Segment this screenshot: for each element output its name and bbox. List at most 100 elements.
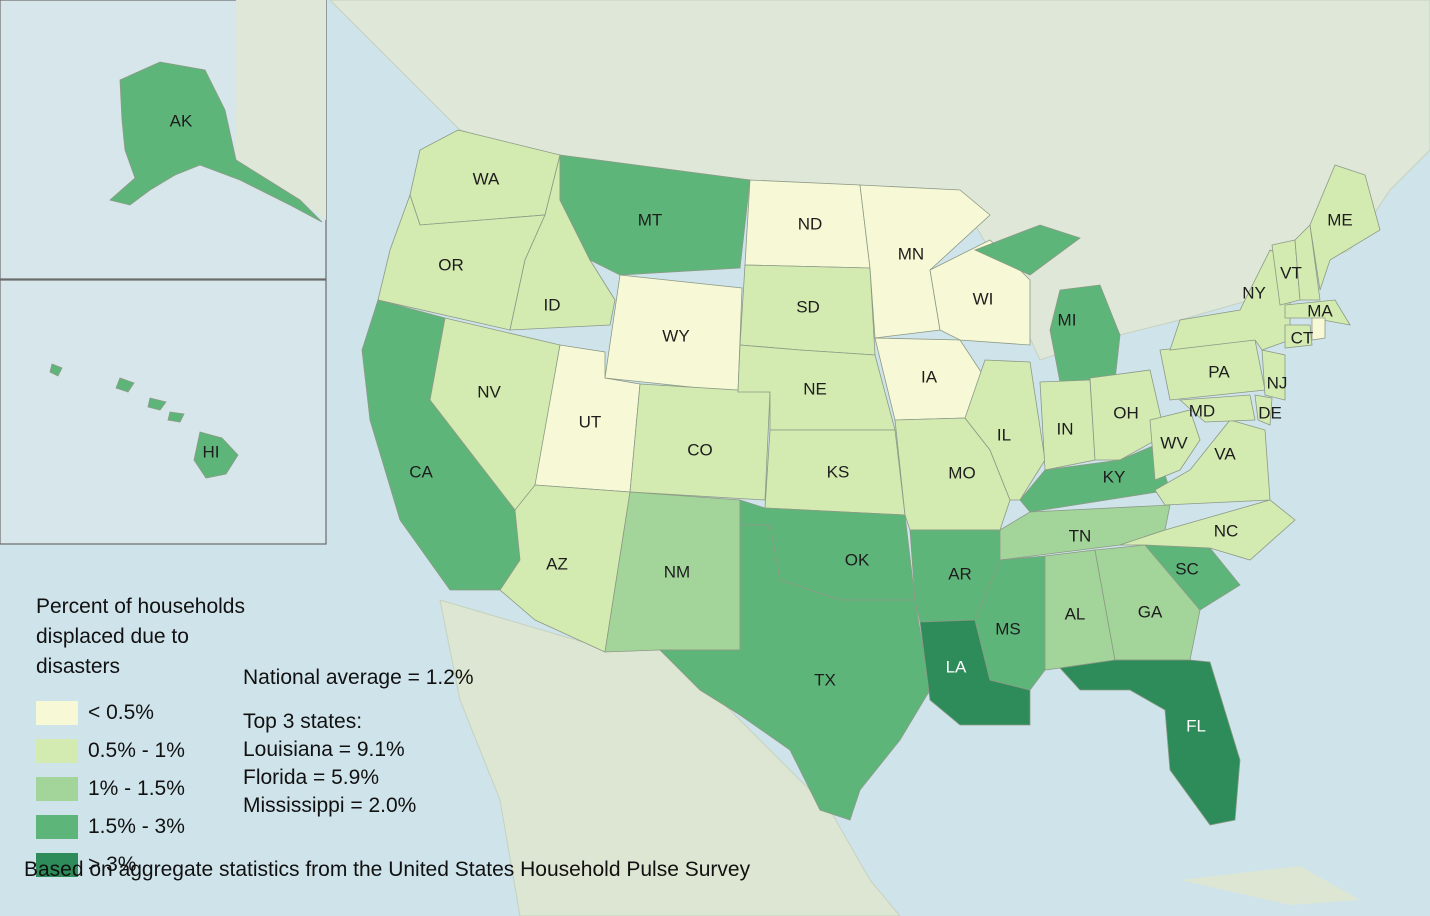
state-label-de: DE bbox=[1258, 403, 1282, 422]
state-md bbox=[1179, 394, 1256, 423]
state-label-me: ME bbox=[1327, 210, 1353, 229]
state-label-va: VA bbox=[1214, 444, 1236, 463]
legend-label: 1% - 1.5% bbox=[88, 777, 185, 800]
state-label-nj: NJ bbox=[1267, 373, 1288, 392]
state-label-in: IN bbox=[1057, 419, 1074, 438]
legend-label: < 0.5% bbox=[88, 701, 154, 724]
legend-title-line2: displaced due to disasters bbox=[36, 625, 189, 678]
footnote: Based on aggregate statistics from the U… bbox=[24, 858, 751, 881]
state-wv bbox=[1149, 409, 1201, 481]
legend-rows: < 0.5% 0.5% - 1% 1% - 1.5% 1.5% - 3% > 3% bbox=[36, 694, 266, 884]
state-label-ia: IA bbox=[921, 367, 938, 386]
state-label-wi: WI bbox=[973, 289, 994, 308]
cuba-land bbox=[1180, 866, 1360, 905]
state-label-ct: CT bbox=[1291, 328, 1314, 347]
state-nh bbox=[1294, 224, 1321, 301]
state-label-al: AL bbox=[1065, 604, 1086, 623]
hawaii-inset bbox=[0, 279, 327, 545]
legend-swatch bbox=[36, 853, 78, 877]
state-label-nc: NC bbox=[1214, 521, 1239, 540]
legend-swatch bbox=[36, 777, 78, 801]
state-label-hi: HI bbox=[203, 442, 220, 461]
state-label-vt: VT bbox=[1280, 263, 1302, 282]
top-state-2: Florida = 5.9% bbox=[243, 766, 379, 789]
state-label-ga: GA bbox=[1138, 602, 1163, 621]
state-de bbox=[1254, 394, 1273, 426]
state-label-tn: TN bbox=[1069, 526, 1092, 545]
legend-label: 1.5% - 3% bbox=[88, 815, 185, 838]
legend-title: Percent of households displaced due to d… bbox=[36, 592, 266, 682]
state-label-ny: NY bbox=[1242, 283, 1266, 302]
state-label-az: AZ bbox=[546, 554, 568, 573]
state-label-ut: UT bbox=[579, 412, 602, 431]
state-hi bbox=[49, 363, 239, 479]
state-label-nv: NV bbox=[477, 382, 501, 401]
state-co bbox=[629, 383, 771, 501]
state-label-mn: MN bbox=[898, 244, 924, 263]
state-label-ks: KS bbox=[827, 462, 850, 481]
state-wi bbox=[929, 239, 1031, 346]
state-oh bbox=[1089, 369, 1166, 461]
state-polygons bbox=[49, 61, 1381, 826]
state-label-la: LA bbox=[946, 657, 967, 676]
state-nc bbox=[1119, 499, 1296, 561]
state-tx bbox=[659, 524, 931, 821]
state-label-oh: OH bbox=[1113, 403, 1139, 422]
state-label-nm: NM bbox=[664, 562, 690, 581]
state-label-wy: WY bbox=[662, 326, 689, 345]
legend-title-line1: Percent of households bbox=[36, 595, 245, 618]
legend: Percent of households displaced due to d… bbox=[36, 592, 266, 884]
state-ak bbox=[109, 61, 323, 223]
state-label-mt: MT bbox=[638, 210, 663, 229]
state-label-nd: ND bbox=[798, 214, 823, 233]
state-label-il: IL bbox=[997, 425, 1011, 444]
state-ma bbox=[1284, 299, 1351, 326]
state-label-ne: NE bbox=[803, 379, 827, 398]
legend-item: 0.5% - 1% bbox=[36, 732, 266, 770]
state-label-ca: CA bbox=[409, 462, 433, 481]
state-label-id: ID bbox=[544, 295, 561, 314]
state-label-fl: FL bbox=[1186, 716, 1206, 735]
top-state-3: Mississippi = 2.0% bbox=[243, 794, 417, 817]
state-label-wv: WV bbox=[1160, 433, 1188, 452]
state-label-mi: MI bbox=[1058, 310, 1077, 329]
state-label-md: MD bbox=[1189, 401, 1215, 420]
state-me bbox=[1309, 164, 1381, 291]
state-label-wa: WA bbox=[473, 169, 500, 188]
state-label-co: CO bbox=[687, 440, 713, 459]
state-label-sd: SD bbox=[796, 297, 820, 316]
legend-item: 1% - 1.5% bbox=[36, 770, 266, 808]
state-label-ok: OK bbox=[845, 550, 870, 569]
state-fl bbox=[1059, 659, 1241, 826]
state-label-mo: MO bbox=[948, 463, 975, 482]
legend-label: > 3% bbox=[88, 853, 137, 876]
summary-stats: National average = 1.2% Top 3 states: Lo… bbox=[243, 664, 474, 820]
state-ct bbox=[1284, 324, 1313, 349]
state-label-ak: AK bbox=[170, 111, 193, 130]
legend-item: > 3% bbox=[36, 846, 266, 884]
legend-swatch bbox=[36, 701, 78, 725]
legend-swatch bbox=[36, 815, 78, 839]
national-average: National average = 1.2% bbox=[243, 666, 474, 689]
state-label-ms: MS bbox=[995, 619, 1021, 638]
legend-label: 0.5% - 1% bbox=[88, 739, 185, 762]
top-states-heading: Top 3 states: bbox=[243, 710, 363, 733]
state-label-ky: KY bbox=[1103, 467, 1126, 486]
state-label-ma: MA bbox=[1307, 301, 1333, 320]
state-label-ar: AR bbox=[948, 564, 972, 583]
state-nj bbox=[1261, 349, 1286, 401]
legend-item: 1.5% - 3% bbox=[36, 808, 266, 846]
state-ga bbox=[1094, 544, 1201, 661]
top-state-1: Louisiana = 9.1% bbox=[243, 738, 405, 761]
state-labels: AK HI WA OR CA ID NV MT WY UT AZ CO NM ND SD NE KS OK TX MN… bbox=[170, 111, 1353, 735]
state-ri bbox=[1311, 317, 1326, 341]
legend-swatch bbox=[36, 739, 78, 763]
state-va bbox=[1154, 419, 1271, 506]
alaska-inset-land bbox=[236, 0, 326, 220]
state-label-pa: PA bbox=[1208, 362, 1230, 381]
state-label-tx: TX bbox=[814, 670, 836, 689]
state-label-sc: SC bbox=[1175, 559, 1199, 578]
state-label-or: OR bbox=[438, 255, 464, 274]
